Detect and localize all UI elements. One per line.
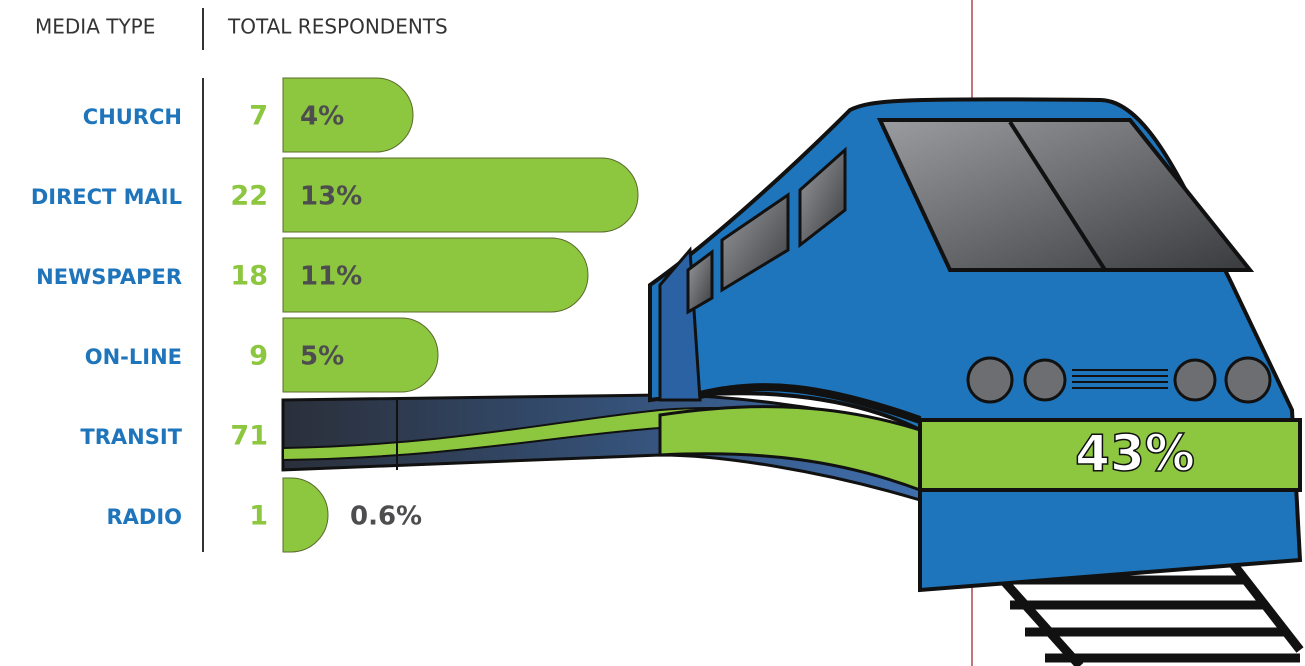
column-header: MEDIA TYPE <box>35 15 155 39</box>
bar <box>282 317 439 393</box>
count-label: 1 <box>249 501 268 532</box>
category-label: DIRECT MAIL <box>31 185 182 209</box>
column-header: TOTAL RESPONDENTS <box>227 15 448 39</box>
value-label: 0.6% <box>350 502 422 532</box>
count-label: 22 <box>230 181 268 212</box>
category-label: CHURCH <box>83 105 182 129</box>
category-label: ON-LINE <box>85 345 182 369</box>
count-label: 18 <box>230 261 268 292</box>
bar <box>282 157 639 233</box>
bar <box>282 77 414 153</box>
value-label: 13% <box>300 182 362 212</box>
category-label: TRANSIT <box>80 425 182 449</box>
value-label: 5% <box>300 342 344 372</box>
count-label: 9 <box>249 341 268 372</box>
count-label: 71 <box>230 421 268 452</box>
count-label: 7 <box>249 101 268 132</box>
train <box>281 97 1304 666</box>
bar <box>282 477 329 553</box>
value-label: 43% <box>1075 425 1195 483</box>
bar <box>282 237 589 313</box>
category-label: RADIO <box>106 505 182 529</box>
value-label: 4% <box>300 102 344 132</box>
category-label: NEWSPAPER <box>36 265 182 289</box>
value-label: 11% <box>300 262 362 292</box>
